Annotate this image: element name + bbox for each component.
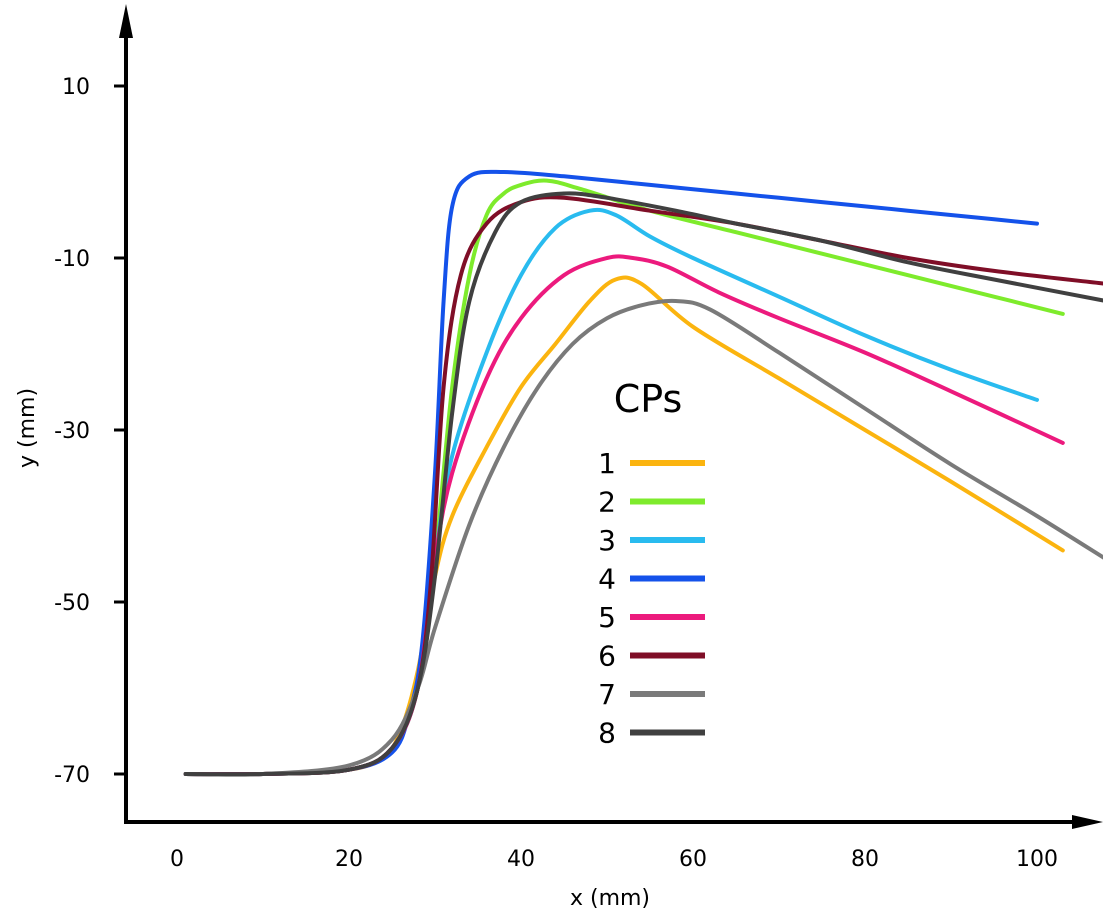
series-line-7 (183, 298, 1103, 777)
series-line-4 (183, 169, 1039, 777)
series-line-1 (183, 275, 1065, 777)
y-tick-label: -50 (54, 591, 90, 616)
x-tick-label: 60 (679, 847, 707, 872)
x-tick-label: 80 (851, 847, 879, 872)
series-line-8 (183, 191, 1103, 777)
y-tick-group: 10 -10 -30 -50 -70 (54, 75, 126, 788)
series-line-2 (183, 178, 1065, 777)
y-tick-label: 10 (62, 75, 90, 100)
legend-label-8: 8 (598, 717, 616, 750)
x-tick-group: 0 20 40 60 80 100 (170, 847, 1058, 872)
legend-label-2: 2 (598, 486, 616, 519)
legend-label-7: 7 (598, 678, 616, 711)
legend-label-6: 6 (598, 640, 616, 673)
legend-label-4: 4 (598, 563, 616, 596)
x-tick-label: 40 (507, 847, 535, 872)
x-tick-label: 20 (335, 847, 363, 872)
legend-title: CPs (614, 377, 683, 421)
y-axis-arrowhead (119, 4, 133, 38)
y-tick-label: -30 (54, 419, 90, 444)
legend: CPs 1 2 3 4 5 6 7 8 (598, 377, 705, 750)
legend-label-3: 3 (598, 524, 616, 557)
series-group (183, 169, 1103, 777)
x-tick-label: 0 (170, 847, 184, 872)
y-tick-label: -70 (54, 763, 90, 788)
x-axis-arrowhead (1072, 815, 1103, 829)
series-line-5 (183, 254, 1065, 777)
legend-label-1: 1 (598, 447, 616, 480)
y-axis-title: y (mm) (15, 388, 40, 468)
legend-label-5: 5 (598, 601, 616, 634)
y-tick-label: -10 (54, 247, 90, 272)
x-tick-label: 100 (1016, 847, 1058, 872)
x-axis-title: x (mm) (570, 886, 650, 911)
legend-items: 1 2 3 4 5 6 7 8 (598, 447, 705, 750)
